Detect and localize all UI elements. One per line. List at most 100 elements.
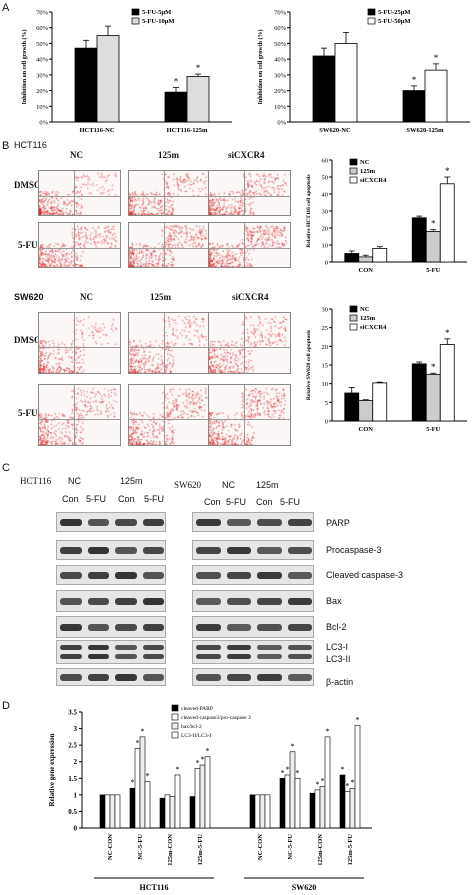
y-tick-label: 1.5: [68, 775, 77, 783]
y-tick-label: 3.5: [68, 709, 77, 717]
significance-star: *: [201, 755, 205, 764]
blot-strip: [56, 565, 166, 585]
significance-star: *: [445, 328, 450, 338]
flow-plot: [38, 222, 121, 268]
y-axis-label: Inhibition on cell growth (%): [257, 30, 264, 105]
y-tick-label: 40%: [274, 57, 287, 64]
bar: [259, 794, 266, 829]
blot-band: [115, 598, 137, 605]
blot-band: [257, 624, 282, 631]
chart-d: 0 0.5 1 1.5 2 2.5 3 3.5 Relative gene expression…: [48, 704, 372, 892]
category-label: CON: [359, 426, 374, 433]
bar: [344, 253, 360, 263]
flow-hct-col-125m: 125m: [158, 150, 179, 160]
blot-strip: [56, 668, 166, 686]
category-label: NC-5-FU: [287, 834, 294, 860]
blot-sw-lane-con-2: Con: [256, 497, 273, 507]
flow-hct-row-dmso: DMSO: [14, 180, 41, 190]
bar: [358, 400, 374, 422]
blot-band: [287, 654, 312, 659]
quadrant-line: [163, 313, 165, 373]
blot-strip: [56, 616, 166, 638]
significance-star: *: [346, 782, 350, 791]
legend-label: siCXCR4: [360, 324, 387, 331]
bar: [344, 392, 360, 422]
flow-plot: [128, 170, 211, 216]
quadrant-line: [39, 196, 120, 198]
flow-sw-col-125m: 125m: [150, 292, 171, 302]
legend-swatch: [171, 704, 179, 712]
blot-band: [287, 624, 312, 631]
bar: [424, 69, 448, 123]
blot-strip: [192, 668, 314, 686]
legend-label: 125m: [360, 315, 376, 322]
y-tick-label: 0%: [39, 120, 48, 127]
blot-band: [87, 598, 109, 605]
y-tick-label: 70%: [274, 10, 287, 17]
bar: [129, 787, 136, 829]
bar: [411, 363, 427, 422]
y-axis-label: Relative SW620 cell apoptosis: [306, 330, 312, 400]
blot-band: [87, 654, 109, 659]
bar: [104, 794, 111, 829]
blot-band: [60, 645, 82, 650]
blot-band: [196, 547, 221, 554]
blot-sw-lane-5fu-2: 5-FU: [280, 497, 300, 507]
legend-label: 125m: [360, 168, 376, 175]
bar: [314, 789, 321, 829]
bar: [425, 231, 441, 263]
flow-sw-col-nc: NC: [80, 292, 93, 302]
blot-band: [142, 547, 164, 554]
category-label: 5-FU: [426, 426, 440, 433]
quadrant-line: [209, 248, 290, 250]
bar: [204, 756, 211, 829]
legend-label: 5-FU-25μM: [378, 9, 411, 16]
significance-star: *: [431, 219, 436, 229]
y-tick-label: 0.5: [68, 808, 77, 816]
legend-label: NC: [360, 159, 370, 166]
bar: [334, 43, 358, 123]
quadrant-line: [243, 385, 245, 445]
significance-star: *: [136, 738, 140, 747]
blot-band: [142, 519, 164, 526]
blot-hct-group-125m: 125m: [120, 476, 143, 486]
blot-band: [287, 598, 312, 605]
category-label: 125m-CON: [317, 834, 324, 866]
quadrant-line: [209, 419, 290, 421]
blot-strip: [192, 512, 314, 532]
significance-star: *: [146, 772, 150, 781]
quadrant-line: [129, 347, 210, 349]
bar: [254, 794, 261, 829]
quadrant-line: [243, 223, 245, 267]
bar: [372, 382, 388, 422]
quadrant-line: [73, 171, 75, 215]
blot-band: [196, 645, 221, 650]
blot-band: [60, 654, 82, 659]
blot-strip: [56, 540, 166, 560]
legend-swatch: [131, 8, 140, 16]
blot-strip: [192, 565, 314, 585]
category-label: SW620-125m: [406, 127, 444, 134]
blot-band: [226, 654, 251, 659]
chart-a-left: 0% 10% 20% 30% 40% 50% 60% 70% Inhibition on cel…: [21, 8, 232, 134]
blot-band: [87, 547, 109, 554]
legend-label: 5-FU-10μM: [142, 18, 175, 25]
blot-hct-label: HCT116: [20, 476, 52, 486]
blot-band: [226, 519, 251, 526]
blot-band: [115, 519, 137, 526]
blot-band: [257, 598, 282, 605]
y-tick-label: 25: [322, 325, 329, 332]
blot-band: [226, 598, 251, 605]
blot-strip: [56, 512, 166, 532]
bar: [324, 736, 331, 829]
bar: [199, 764, 206, 829]
flow-plot: [38, 312, 121, 374]
bar: [159, 797, 166, 829]
quadrant-line: [73, 313, 75, 373]
category-label: 125m-5-FU: [347, 834, 354, 866]
bar: [114, 794, 121, 829]
blot-sw-label: SW620: [174, 480, 201, 490]
quadrant-line: [163, 171, 165, 215]
blot-strip: [56, 590, 166, 612]
flow-hct-col-sicxcr4: siCXCR4: [228, 150, 265, 160]
